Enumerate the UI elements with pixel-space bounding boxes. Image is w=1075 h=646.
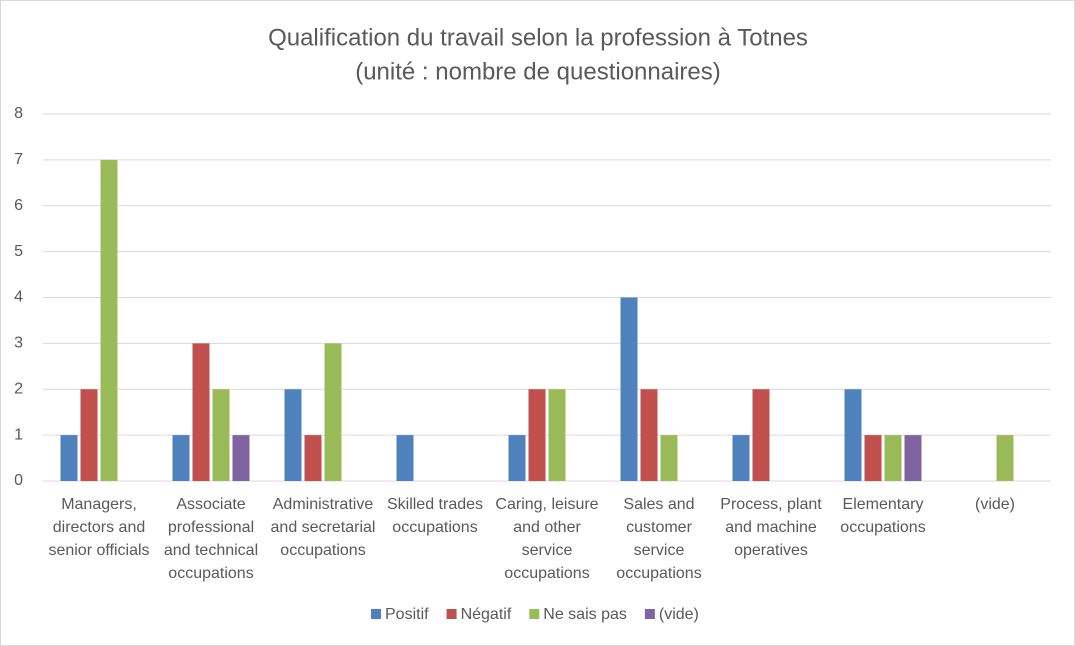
y-tick-label: 4: [14, 289, 23, 306]
bar: [548, 389, 566, 481]
y-tick-label: 3: [14, 335, 23, 352]
bar: [508, 435, 526, 481]
bar: [660, 435, 678, 481]
bar: [528, 389, 546, 481]
x-tick-label: (vide): [974, 496, 1015, 513]
bar: [80, 389, 98, 481]
x-tick-label: Process, plant and machine operatives: [720, 496, 822, 559]
bar: [100, 159, 118, 481]
bar: [172, 435, 190, 481]
legend-swatch: [644, 609, 655, 619]
legend-label: (vide): [659, 606, 699, 623]
bar: [620, 297, 638, 481]
y-tick-label: 6: [14, 197, 23, 214]
y-tick-label: 0: [14, 472, 23, 489]
y-tick-label: 5: [14, 243, 23, 260]
y-tick-label: 7: [14, 151, 23, 168]
x-tick-label: Associate professional and technical occ…: [163, 496, 259, 582]
bar: [732, 435, 750, 481]
bar: [60, 435, 78, 481]
chart-subtitle: (unité : nombre de questionnaires): [355, 58, 721, 85]
legend-label: Négatif: [461, 606, 512, 623]
bar: [192, 343, 210, 481]
y-tick-label: 8: [14, 105, 23, 122]
bar: [212, 389, 230, 481]
x-tick-label: Managers, directors and senior officials: [48, 496, 150, 559]
bar: [904, 435, 922, 481]
bar: [844, 389, 862, 481]
bar: [232, 435, 250, 481]
bar: [324, 343, 342, 481]
legend-swatch: [446, 609, 457, 619]
bar: [284, 389, 302, 481]
x-tick-label: Elementary occupations: [840, 496, 926, 536]
chart-title: Qualification du travail selon la profes…: [268, 24, 808, 51]
x-tick-label: Administrative and secretarial occupatio…: [270, 496, 376, 559]
bar: [884, 435, 902, 481]
bar: [752, 389, 770, 481]
x-tick-label: Caring, leisure and other service occupa…: [495, 496, 599, 582]
legend-label: Positif: [385, 606, 429, 623]
x-tick-label: Skilled trades occupations: [386, 496, 484, 536]
bar: [640, 389, 658, 481]
y-tick-label: 2: [14, 380, 23, 397]
legend-swatch: [529, 609, 540, 619]
bar: [996, 435, 1014, 481]
bar: [304, 435, 322, 481]
legend-swatch: [371, 609, 381, 619]
x-tick-label: Sales and customer service occupations: [616, 496, 702, 582]
bar: [396, 435, 414, 481]
y-tick-label: 1: [14, 426, 23, 443]
bar: [864, 435, 882, 481]
legend-label: Ne sais pas: [543, 606, 627, 623]
